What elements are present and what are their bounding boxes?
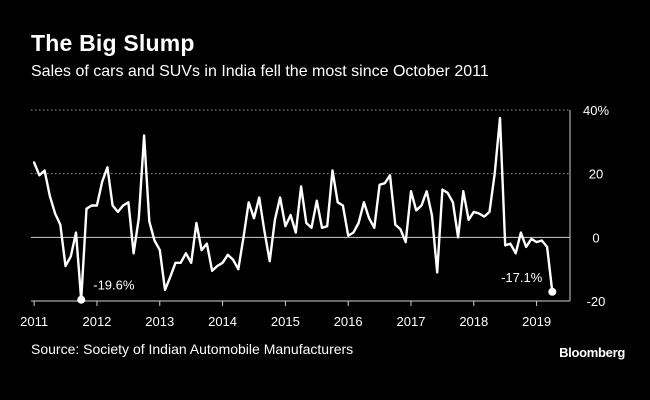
y-tick-label: 20 xyxy=(589,167,603,182)
x-tick-label: 2018 xyxy=(459,314,488,329)
x-tick-label: 2011 xyxy=(20,314,48,329)
annotation-marker xyxy=(77,295,86,304)
x-tick-label: 2017 xyxy=(397,314,426,329)
y-tick-label: 40% xyxy=(583,103,609,118)
x-tick-label: 2012 xyxy=(82,314,111,329)
source-note: Source: Society of Indian Automobile Man… xyxy=(31,341,354,357)
chart-subtitle: Sales of cars and SUVs in India fell the… xyxy=(31,63,489,80)
annotation-marker xyxy=(548,287,557,296)
x-tick-label: 2015 xyxy=(271,314,300,329)
x-tick-label: 2014 xyxy=(208,314,237,329)
annotation-label: -17.1% xyxy=(501,270,543,285)
bloomberg-logo: Bloomberg xyxy=(559,345,625,360)
y-tick-label: -20 xyxy=(587,294,606,309)
annotation-label: -19.6% xyxy=(93,278,135,293)
sales-series-line xyxy=(32,116,554,301)
x-tick-label: 2019 xyxy=(522,314,551,329)
x-tick-label: 2013 xyxy=(145,314,174,329)
x-tick-label: 2016 xyxy=(334,314,363,329)
chart-title: The Big Slump xyxy=(31,30,195,56)
y-tick-label: 0 xyxy=(592,230,599,245)
